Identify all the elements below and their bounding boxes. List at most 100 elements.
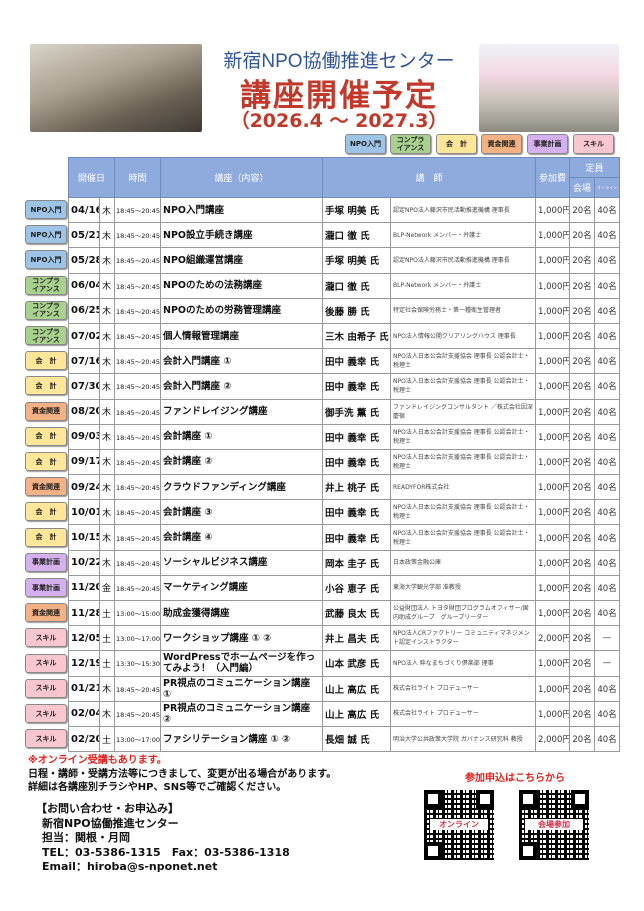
cell-aff: 公益財団法人 トヨタ財団プログラムオフィサー/国内助成グループ グループリーダー [390,599,537,627]
cell-course: 個人情報管理講座 [160,322,324,350]
cell-day: 木 [98,524,116,551]
cell-online: 40名 [594,524,621,551]
cell-time: 18:45～20:45 [114,398,162,425]
online-note: ※オンライン受講もあります。 [28,755,167,766]
cell-time: 13:00～17:00 [114,725,162,753]
cell-online: 40名 [594,448,621,476]
page-title: 講座開催予定 [240,78,438,114]
table-row: 10/15 木 18:45～20:45 会計講座 ④ 田中 義幸 氏 NPO法人日本公会計… [68,524,621,551]
cell-name: 田中 義幸 氏 [322,423,392,450]
cell-name: 手塚 明美 氏 [322,196,392,224]
cell-name: 御手洗 薫 氏 [322,398,392,425]
cell-fee: 1,000円 [535,272,571,299]
cell-day: 金 [98,574,116,602]
cell-fee: 1,000円 [535,348,571,375]
table-row: 09/17 木 18:45～20:45 会計講座 ② 田中 義幸 氏 NPO法人日本公会計… [68,448,621,476]
cell-online: 40名 [594,725,621,753]
category-tag: NPO入門 [25,250,67,270]
cell-name: 田中 義幸 氏 [322,448,392,476]
cell-fee: 1,000円 [535,222,571,249]
category-tag: コンプラ イアンス [25,326,67,345]
cell-course: NPO設立手続き講座 [160,222,324,249]
qr-online-label: オンライン [430,819,488,830]
cell-name: 井上 昌夫 氏 [322,625,392,652]
table-row: 04/16 木 18:45～20:45 NPO入門講座 手塚 明美 氏認定NPO法人藤沢… [68,196,621,224]
cell-date: 09/17 [68,448,100,476]
cell-course: ソーシャルビジネス講座 [160,549,324,576]
cell-fee: 1,000円 [535,247,571,274]
cell-venue: 20名 [569,272,596,299]
cell-online: 40名 [594,322,621,350]
header-course: 講座（内容） [160,157,324,198]
center-name: 新宿NPO協働推進センター [223,51,455,72]
cell-venue: 20名 [569,348,596,375]
qr-code-online[interactable]: オンライン [424,790,494,860]
change-note: 日程・講師・受講方法等につきまして、変更が出る場合があります。 [28,768,337,780]
cell-time: 18:45～20:45 [114,222,162,249]
cell-venue: 20名 [569,222,596,249]
cell-name: 武藤 良太 氏 [322,599,392,627]
cell-venue: 20名 [569,423,596,450]
cell-date: 06/04 [68,272,100,299]
header-online: オンライン [594,177,621,198]
cell-aff: NPO法人日本公会計支援協会 理事長 公認会計士・税理士 [390,423,537,450]
table-row: 02/04 木 18:45～20:45 PR視点のコミュニケーション講座 ② 山上 高広… [68,700,621,727]
notes: ※オンライン受講もあります。 日程・講師・受講方法等につきまして、変更が出る場合… [28,754,336,795]
category-tag: スキル [25,653,67,673]
cell-name: 小谷 恵子 氏 [322,574,392,602]
cell-name: 田中 義幸 氏 [322,348,392,375]
cell-fee: 1,000円 [535,423,571,450]
cell-day: 木 [98,700,116,727]
cell-date: 05/28 [68,247,100,274]
apply-heading: 参加申込はこちらから [465,773,565,784]
cell-time: 18:45～20:45 [114,247,162,274]
cell-online: 40名 [594,423,621,450]
cell-course: マーケティング講座 [160,574,324,602]
cell-venue: 20名 [569,322,596,350]
cell-day: 木 [98,322,116,350]
cell-date: 10/22 [68,549,100,576]
cell-name: 瀧口 徹 氏 [322,272,392,299]
cell-name: 山本 武彦 氏 [322,650,392,677]
category-tag: スキル [25,729,67,749]
cell-venue: 20名 [569,398,596,425]
cell-date: 01/21 [68,675,100,702]
cell-aff: NPO法人CRファクトリー コミュニティマネジメント認定インストラクター [390,625,537,652]
schedule-table: 開催日 時間 講座（内容） 講 師 参加費 定員 会場 オンライン 04/16 木… [67,157,621,753]
cell-day: 土 [98,599,116,627]
cell-aff: 特定社会保険労務士・第一種衛生管理者 [390,297,537,324]
cell-fee: 1,000円 [535,499,571,526]
cell-course: クラウドファンディング講座 [160,474,324,501]
cell-date: 11/20 [68,574,100,602]
cell-time: 18:45～20:45 [114,700,162,727]
cell-fee: 1,000円 [535,524,571,551]
contact-email[interactable]: Email：hiroba@s-nponet.net [42,860,218,873]
header-date: 開催日 [67,157,116,198]
cell-course: WordPressでホームページを作ってみよう！（入門編） [160,650,324,677]
cell-venue: 20名 [569,448,596,476]
cell-aff: NPO法人情報公開クリアリングハウス 理事長 [390,322,537,350]
cell-time: 18:45～20:45 [114,322,162,350]
cell-online: 40名 [594,599,621,627]
qr-code-venue[interactable]: 会場参加 [519,790,589,860]
cell-online: 40名 [594,247,621,274]
category-tag: NPO入門 [25,225,67,245]
cell-day: 木 [98,398,116,425]
cell-day: 木 [98,423,116,450]
contact-staff: 担当：関根・月岡 [42,831,130,844]
cell-online: 40名 [594,196,621,224]
cell-date: 07/30 [68,373,100,400]
cell-venue: 20名 [569,625,596,652]
cell-day: 土 [98,625,116,652]
table-row: 10/22 木 18:45～20:45 ソーシャルビジネス講座 岡本 圭子 氏日本政策金… [68,549,621,576]
table-row: 05/21 木 18:45～20:45 NPO設立手続き講座 瀧口 徹 氏 BLP-Net… [68,222,621,249]
cell-fee: 1,000円 [535,448,571,476]
table-row: 11/28 土 13:00～15:00 助成金獲得講座 武藤 良太 氏公益財団法人 トヨ… [68,599,621,627]
cell-venue: 20名 [569,499,596,526]
category-tag: NPO入門 [25,200,67,219]
cell-name: 瀧口 徹 氏 [322,222,392,249]
cell-aff: 認定NPO法人藤沢市民活動推進機構 理事長 [390,247,537,274]
table-row: 11/20 金 18:45～20:45 マーケティング講座 小谷 恵子 氏東海大学観光学… [68,574,621,602]
cell-fee: 2,000円 [535,725,571,753]
cell-aff: ファンドレイジングコンサルタント ／株式会社因深慶宿 [390,398,537,425]
